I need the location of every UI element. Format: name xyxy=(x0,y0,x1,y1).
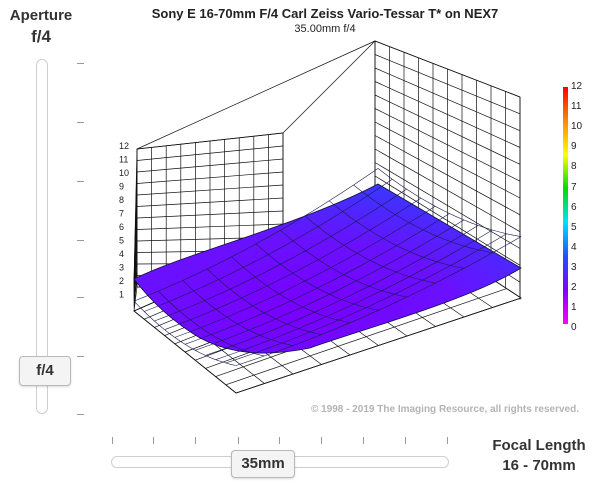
color-scale-label: 5 xyxy=(571,221,577,233)
focal-slider-thumb[interactable]: 35mm xyxy=(231,450,295,478)
surface-mesh xyxy=(133,183,522,354)
focal-tick xyxy=(405,437,406,444)
aperture-slider-thumb[interactable]: f/4 xyxy=(19,356,71,386)
aperture-title: Aperture xyxy=(9,7,73,24)
z-tick-label: 10 xyxy=(119,168,129,178)
aperture-tick xyxy=(77,240,84,241)
color-scale-label: 10 xyxy=(571,121,583,133)
color-scale-label: 6 xyxy=(571,201,577,213)
color-scale-label: 1 xyxy=(571,302,577,314)
z-tick-label: 6 xyxy=(119,222,124,232)
aperture-tick xyxy=(77,414,84,415)
copyright-notice: © 1998 - 2019 The Imaging Resource, all … xyxy=(310,404,580,415)
color-scale-label: 0 xyxy=(571,322,577,334)
z-tick-label: 4 xyxy=(119,249,124,259)
focal-tick xyxy=(153,437,154,444)
focal-tick xyxy=(238,437,239,444)
focal-length-range: 16 - 70mm xyxy=(502,457,576,474)
focal-tick xyxy=(321,437,322,444)
color-scale-label: 9 xyxy=(571,141,577,153)
focal-tick xyxy=(279,437,280,444)
z-tick-label: 2 xyxy=(119,276,124,286)
z-tick-label: 11 xyxy=(119,155,128,165)
focal-length-title: Focal Length xyxy=(492,437,586,454)
chart-title: Sony E 16-70mm F/4 Carl Zeiss Vario-Tess… xyxy=(151,6,499,21)
z-tick-label: 5 xyxy=(119,236,124,246)
z-tick-label: 8 xyxy=(119,195,124,205)
aperture-tick xyxy=(77,181,84,182)
z-tick-label: 3 xyxy=(119,263,124,273)
aperture-tick xyxy=(77,356,84,357)
color-scale-label: 11 xyxy=(571,101,582,113)
aperture-value: f/4 xyxy=(31,27,51,46)
color-scale-label: 4 xyxy=(571,241,577,253)
color-scale-label: 3 xyxy=(571,261,577,273)
aperture-tick xyxy=(77,297,84,298)
aperture-tick xyxy=(77,63,84,64)
z-tick-label: 9 xyxy=(119,182,124,192)
color-scale-label: 8 xyxy=(571,161,577,173)
color-scale-label: 12 xyxy=(571,81,583,92)
chart-subtitle: 35.00mm f/4 xyxy=(294,23,356,35)
color-scale-bar xyxy=(563,87,568,324)
focal-tick xyxy=(363,437,364,444)
z-tick-label: 7 xyxy=(119,209,124,219)
color-scale-label: 2 xyxy=(571,282,577,293)
focal-tick xyxy=(447,437,448,444)
focal-tick xyxy=(195,437,196,444)
z-tick-label: 12 xyxy=(119,141,129,151)
color-scale-label: 7 xyxy=(571,181,577,193)
z-tick-label: 1 xyxy=(119,290,124,300)
aperture-tick xyxy=(77,122,84,123)
aperture-slider-track[interactable] xyxy=(36,59,48,414)
focal-tick xyxy=(112,437,113,444)
surface-grid-lines xyxy=(133,168,522,366)
